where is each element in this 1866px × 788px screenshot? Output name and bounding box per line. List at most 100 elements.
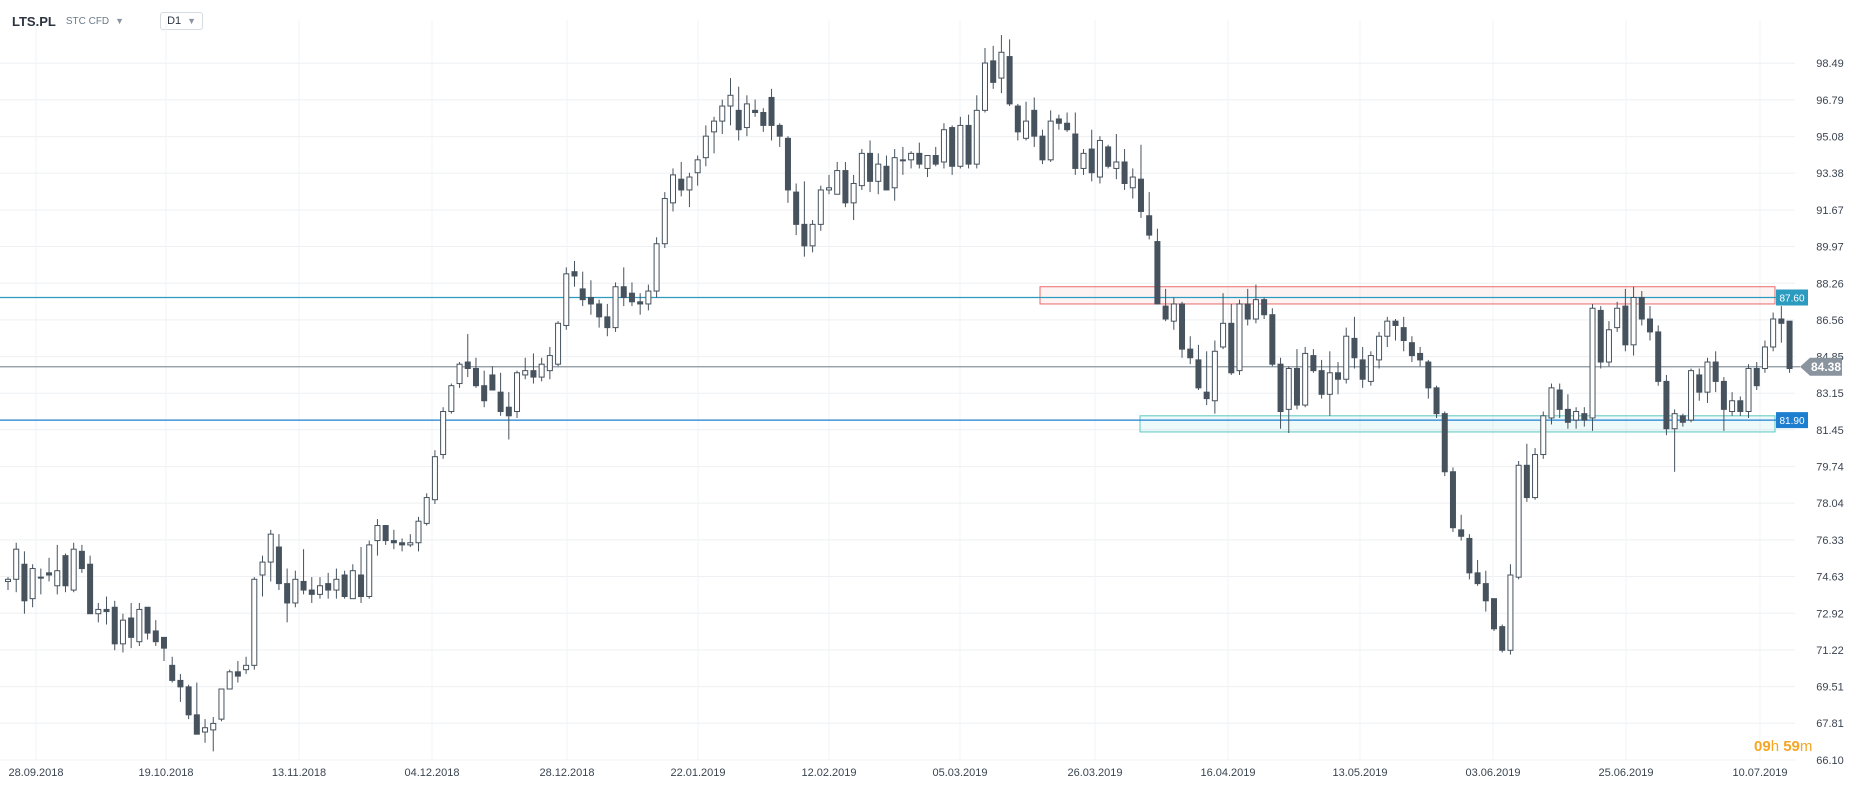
candle-bearish[interactable] [1137,178,1144,212]
candle-bearish[interactable] [760,112,767,126]
candle-bullish[interactable] [514,372,521,413]
candle-bearish[interactable] [867,152,874,182]
resistance-zone[interactable] [1039,286,1776,305]
candle-bearish[interactable] [587,297,594,305]
candle-bullish[interactable] [711,120,718,133]
candle-bullish[interactable] [218,688,225,720]
candle-bullish[interactable] [243,664,250,671]
candle-bullish[interactable] [407,542,414,546]
candle-bearish[interactable] [1441,413,1448,473]
candle-bullish[interactable] [251,578,258,666]
candle-bearish[interactable] [1392,320,1399,326]
candle-bearish[interactable] [1597,309,1604,363]
candle-bullish[interactable] [826,187,832,191]
candle-bearish[interactable] [489,374,496,391]
candle-bearish[interactable] [1556,389,1563,410]
candle-bearish[interactable] [735,109,742,131]
candle-bullish[interactable] [702,135,709,159]
candle-bullish[interactable] [998,51,1005,79]
candle-bullish[interactable] [54,570,61,587]
candle-bearish[interactable] [300,580,307,591]
candle-bullish[interactable] [1252,299,1259,320]
candle-bullish[interactable] [940,129,947,163]
horizontal-line-tag[interactable] [1776,289,1808,306]
candle-bullish[interactable] [1688,370,1695,421]
instrument-selector[interactable]: STC CFD ▼ [66,16,124,27]
candle-bearish[interactable] [596,303,603,318]
candle-bullish[interactable] [1376,335,1383,361]
candle-bearish[interactable] [1663,380,1670,430]
candle-bullish[interactable] [891,157,898,189]
candle-bearish[interactable] [1244,303,1251,320]
candle-bullish[interactable] [694,159,701,174]
candle-bullish[interactable] [374,525,381,542]
candle-bullish[interactable] [719,105,726,122]
candle-bullish[interactable] [1343,335,1350,380]
candle-bearish[interactable] [1408,342,1415,357]
candle-bearish[interactable] [571,271,578,277]
candle-bullish[interactable] [809,223,816,247]
candle-bullish[interactable] [1367,355,1374,382]
candle-bearish[interactable] [1228,322,1235,374]
candle-bearish[interactable] [579,288,586,301]
candle-bearish[interactable] [1712,361,1719,382]
candle-bearish[interactable] [193,714,200,735]
candle-bullish[interactable] [1761,346,1768,369]
candle-bearish[interactable] [1466,537,1473,574]
candle-bearish[interactable] [1195,359,1202,389]
candle-bullish[interactable] [1236,303,1243,372]
candle-bearish[interactable] [883,165,890,191]
candle-bullish[interactable] [1729,400,1736,413]
candle-bearish[interactable] [87,563,94,615]
candle-bearish[interactable] [1359,359,1366,380]
candle-bullish[interactable] [366,544,373,598]
candle-bullish[interactable] [1589,307,1596,419]
candle-bullish[interactable] [448,385,455,413]
candle-bullish[interactable] [202,727,209,733]
candle-bearish[interactable] [325,583,332,591]
candle-bearish[interactable] [1400,327,1407,342]
candle-bullish[interactable] [1540,415,1547,456]
candle-bearish[interactable] [1179,303,1186,350]
candle-bullish[interactable] [834,170,841,195]
candle-bullish[interactable] [1671,413,1678,430]
candle-bullish[interactable] [858,152,865,187]
candle-bullish[interactable] [5,578,11,582]
candle-bullish[interactable] [612,286,619,329]
candle-bullish[interactable] [1507,574,1514,651]
candle-bullish[interactable] [661,198,668,245]
candle-bullish[interactable] [259,561,266,576]
candle-bearish[interactable] [1786,320,1793,369]
candle-bearish[interactable] [620,286,627,298]
candle-bullish[interactable] [95,608,102,615]
candle-bearish[interactable] [1491,598,1498,630]
candle-bullish[interactable] [555,322,562,365]
candle-bearish[interactable] [144,606,151,634]
candle-bullish[interactable] [70,548,77,591]
support-zone[interactable] [1139,415,1776,433]
candle-bearish[interactable] [1647,318,1653,333]
candle-bullish[interactable] [1129,176,1136,189]
candle-bullish[interactable] [1704,361,1711,393]
candle-bearish[interactable] [1293,367,1300,406]
candle-bearish[interactable] [1318,370,1325,395]
candle-bearish[interactable] [1523,464,1530,499]
candle-bearish[interactable] [1006,56,1013,105]
candle-bullish[interactable] [522,370,529,376]
candle-bearish[interactable] [1622,305,1629,346]
candle-bullish[interactable] [899,159,906,162]
candle-bearish[interactable] [1187,348,1194,359]
candle-bullish[interactable] [1285,367,1292,410]
candle-bullish[interactable] [850,182,857,204]
candle-bullish[interactable] [981,62,988,111]
candle-bullish[interactable] [1515,464,1522,578]
candle-bearish[interactable] [1269,314,1276,365]
candle-bearish[interactable] [160,636,167,649]
candle-bearish[interactable] [1335,372,1342,380]
candle-bearish[interactable] [284,583,291,604]
candle-bullish[interactable] [119,619,126,645]
candle-bullish[interactable] [456,363,463,385]
candle-bullish[interactable] [686,176,693,191]
candle-bearish[interactable] [776,124,783,137]
candle-bearish[interactable] [1154,241,1161,305]
